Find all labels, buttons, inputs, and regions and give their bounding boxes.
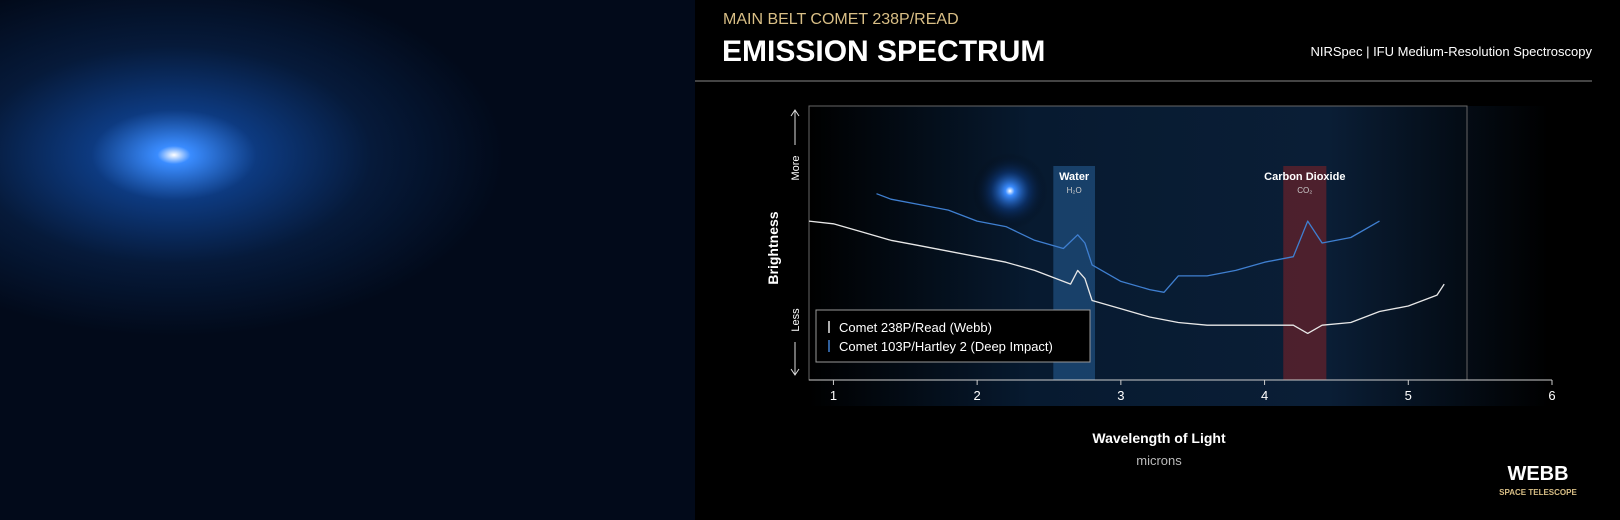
y-label: Brightness <box>765 211 781 284</box>
comet-glow <box>0 0 695 520</box>
x-tick-label: 3 <box>1117 388 1124 403</box>
arrow-down <box>790 342 800 376</box>
legend-box <box>815 309 1091 363</box>
band-label: Water <box>1059 171 1090 183</box>
x-label: Wavelength of Light <box>1092 430 1226 446</box>
y-high-label: More <box>790 155 802 180</box>
x-tick-label: 5 <box>1405 388 1412 403</box>
legend-label: Comet 238P/Read (Webb) <box>839 320 992 335</box>
title: EMISSION SPECTRUM <box>722 35 1045 68</box>
band-sublabel: H₂O <box>1067 186 1082 195</box>
logo: WEBB <box>1507 463 1568 485</box>
spectrum-line <box>808 220 1445 335</box>
band-label: Carbon Dioxide <box>1264 171 1345 183</box>
x-tick-label: 6 <box>1548 388 1555 403</box>
y-low-label: Less <box>790 308 802 332</box>
x-tick-label: 4 <box>1261 388 1268 403</box>
logo-tagline: SPACE TELESCOPE <box>1499 488 1577 497</box>
band-sublabel: CO₂ <box>1297 186 1312 195</box>
x-tick-label: 1 <box>830 388 837 403</box>
band <box>1283 166 1327 380</box>
x-tick-label: 2 <box>974 388 981 403</box>
x-unit: microns <box>1136 453 1182 468</box>
arrow-up <box>790 109 800 145</box>
subtitle: MAIN BELT COMET 238P/READ <box>723 11 959 28</box>
comet-inset <box>972 153 1048 229</box>
instrument: NIRSpec | IFU Medium-Resolution Spectros… <box>1310 44 1592 59</box>
legend-label: Comet 103P/Hartley 2 (Deep Impact) <box>839 339 1053 354</box>
spectrum-line <box>876 193 1380 293</box>
